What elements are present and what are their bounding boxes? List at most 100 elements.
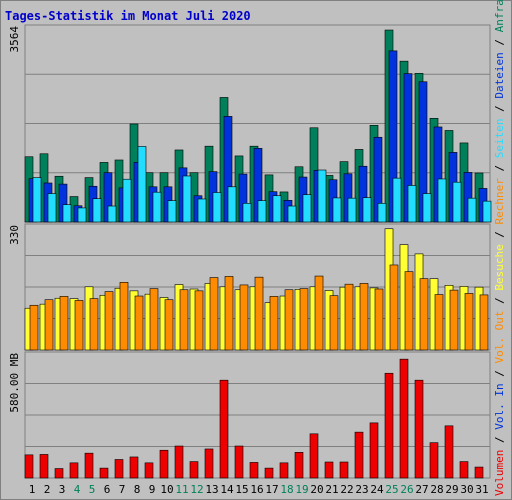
chart-panels [24, 24, 492, 479]
bar-rechner-day-20 [314, 275, 324, 351]
bar-rechner-day-22 [344, 283, 354, 351]
bar-seiten-day-17 [272, 195, 282, 223]
side-legend-part: / [493, 99, 506, 119]
bar-seiten-day-20 [317, 169, 327, 223]
side-legend-part: Anfragen [493, 0, 506, 32]
bar-seiten-day-9 [152, 191, 162, 223]
bar-volumen-day-15 [234, 445, 244, 479]
side-legend-part: Vol. In [493, 383, 506, 429]
bar-rechner-day-31 [479, 294, 489, 351]
bar-volumen-day-19 [294, 452, 304, 479]
panel-visits [24, 223, 491, 351]
bar-volumen-day-1 [24, 454, 34, 479]
day-label-7: 7 [119, 483, 126, 496]
side-legend-part: Seiten [493, 118, 506, 158]
bar-volumen-day-2 [39, 454, 49, 479]
bar-volumen-day-12 [189, 461, 199, 479]
bar-seiten-day-11 [182, 175, 192, 223]
bar-seiten-day-21 [332, 197, 342, 223]
y-max-label-volume: 580.00 MB [8, 353, 21, 413]
bar-seiten-day-7 [122, 178, 132, 223]
bar-seiten-day-6 [107, 205, 117, 223]
bar-seiten-day-31 [482, 200, 492, 223]
bar-volumen-day-22 [339, 461, 349, 479]
bar-seiten-day-22 [347, 197, 357, 223]
day-label-11: 11 [175, 483, 188, 496]
side-legend-part: Rechner [493, 178, 506, 225]
bar-volumen-day-3 [54, 468, 64, 479]
day-label-2: 2 [44, 483, 51, 496]
bar-rechner-day-9 [149, 288, 159, 351]
bar-rechner-day-12 [194, 290, 204, 351]
bar-rechner-day-4 [74, 300, 84, 351]
y-max-labels: 3564 330 580.00 MB [8, 26, 21, 413]
bar-rechner-day-30 [464, 293, 474, 351]
side-legend: Volumen / Vol. In / Vol. Out / Besuche /… [493, 0, 506, 496]
bar-volumen-day-16 [249, 462, 259, 479]
panel-volume [24, 351, 491, 479]
day-labels: 1 2 3 4 5 6 7 8 9 10 11 12 13 14 15 16 17 18 19 20 21 22 23 24 2… [29, 483, 489, 496]
day-label-17: 17 [265, 483, 278, 496]
bar-volumen-day-24 [369, 422, 379, 479]
bar-seiten-day-3 [62, 204, 72, 223]
bar-rechner-day-17 [269, 296, 279, 351]
day-label-23: 23 [355, 483, 368, 496]
day-label-9: 9 [149, 483, 156, 496]
side-legend-part: / [493, 430, 506, 450]
bar-seiten-day-16 [257, 200, 267, 223]
bar-seiten-day-27 [422, 193, 432, 223]
bar-seiten-day-8 [137, 146, 147, 223]
bar-rechner-day-6 [104, 291, 114, 351]
bar-rechner-day-29 [449, 289, 459, 351]
bar-seiten-day-1 [32, 177, 42, 223]
day-label-5: 5 [89, 483, 96, 496]
bar-seiten-day-2 [47, 193, 57, 223]
bar-rechner-day-15 [239, 284, 249, 351]
bar-seiten-day-15 [242, 203, 252, 223]
bar-volumen-day-13 [204, 448, 214, 479]
day-label-12: 12 [190, 483, 203, 496]
day-label-26: 26 [400, 483, 413, 496]
day-label-15: 15 [235, 483, 248, 496]
bar-rechner-day-28 [434, 294, 444, 351]
day-label-1: 1 [29, 483, 36, 496]
side-legend-part: Besuche [493, 244, 506, 290]
y-max-label-visits: 330 [8, 225, 21, 245]
bar-rechner-day-19 [299, 288, 309, 351]
side-legend-part: Dateien [493, 52, 506, 98]
day-label-21: 21 [325, 483, 338, 496]
bar-rechner-day-21 [329, 295, 339, 351]
day-label-30: 30 [460, 483, 473, 496]
bar-volumen-day-20 [309, 433, 319, 479]
bar-rechner-day-18 [284, 289, 294, 351]
bar-volumen-day-31 [474, 466, 484, 479]
bar-rechner-day-23 [359, 283, 369, 351]
side-legend-part: / [493, 224, 506, 244]
bar-volumen-day-10 [159, 449, 169, 479]
day-label-24: 24 [370, 483, 384, 496]
bar-volumen-day-7 [114, 459, 124, 479]
bar-volumen-day-8 [129, 456, 139, 479]
bar-volumen-day-6 [99, 467, 109, 479]
bar-rechner-day-11 [179, 289, 189, 351]
bar-seiten-day-23 [362, 197, 372, 223]
bar-seiten-day-24 [377, 203, 387, 223]
day-label-8: 8 [134, 483, 141, 496]
bar-seiten-day-29 [452, 181, 462, 223]
side-legend-part: Volumen [493, 450, 506, 496]
day-label-18: 18 [280, 483, 293, 496]
bar-seiten-day-30 [467, 197, 477, 223]
day-label-14: 14 [220, 483, 234, 496]
bar-seiten-day-5 [92, 198, 102, 223]
bar-rechner-day-8 [134, 295, 144, 351]
day-label-3: 3 [59, 483, 66, 496]
bar-volumen-day-4 [69, 462, 79, 479]
bar-volumen-day-25 [384, 372, 394, 479]
side-legend-part: / [493, 158, 506, 178]
bar-rechner-day-16 [254, 276, 264, 351]
bar-seiten-day-12 [197, 198, 207, 223]
bar-volumen-day-23 [354, 431, 364, 479]
day-label-10: 10 [160, 483, 173, 496]
bar-volumen-day-18 [279, 462, 289, 479]
day-label-13: 13 [205, 483, 218, 496]
